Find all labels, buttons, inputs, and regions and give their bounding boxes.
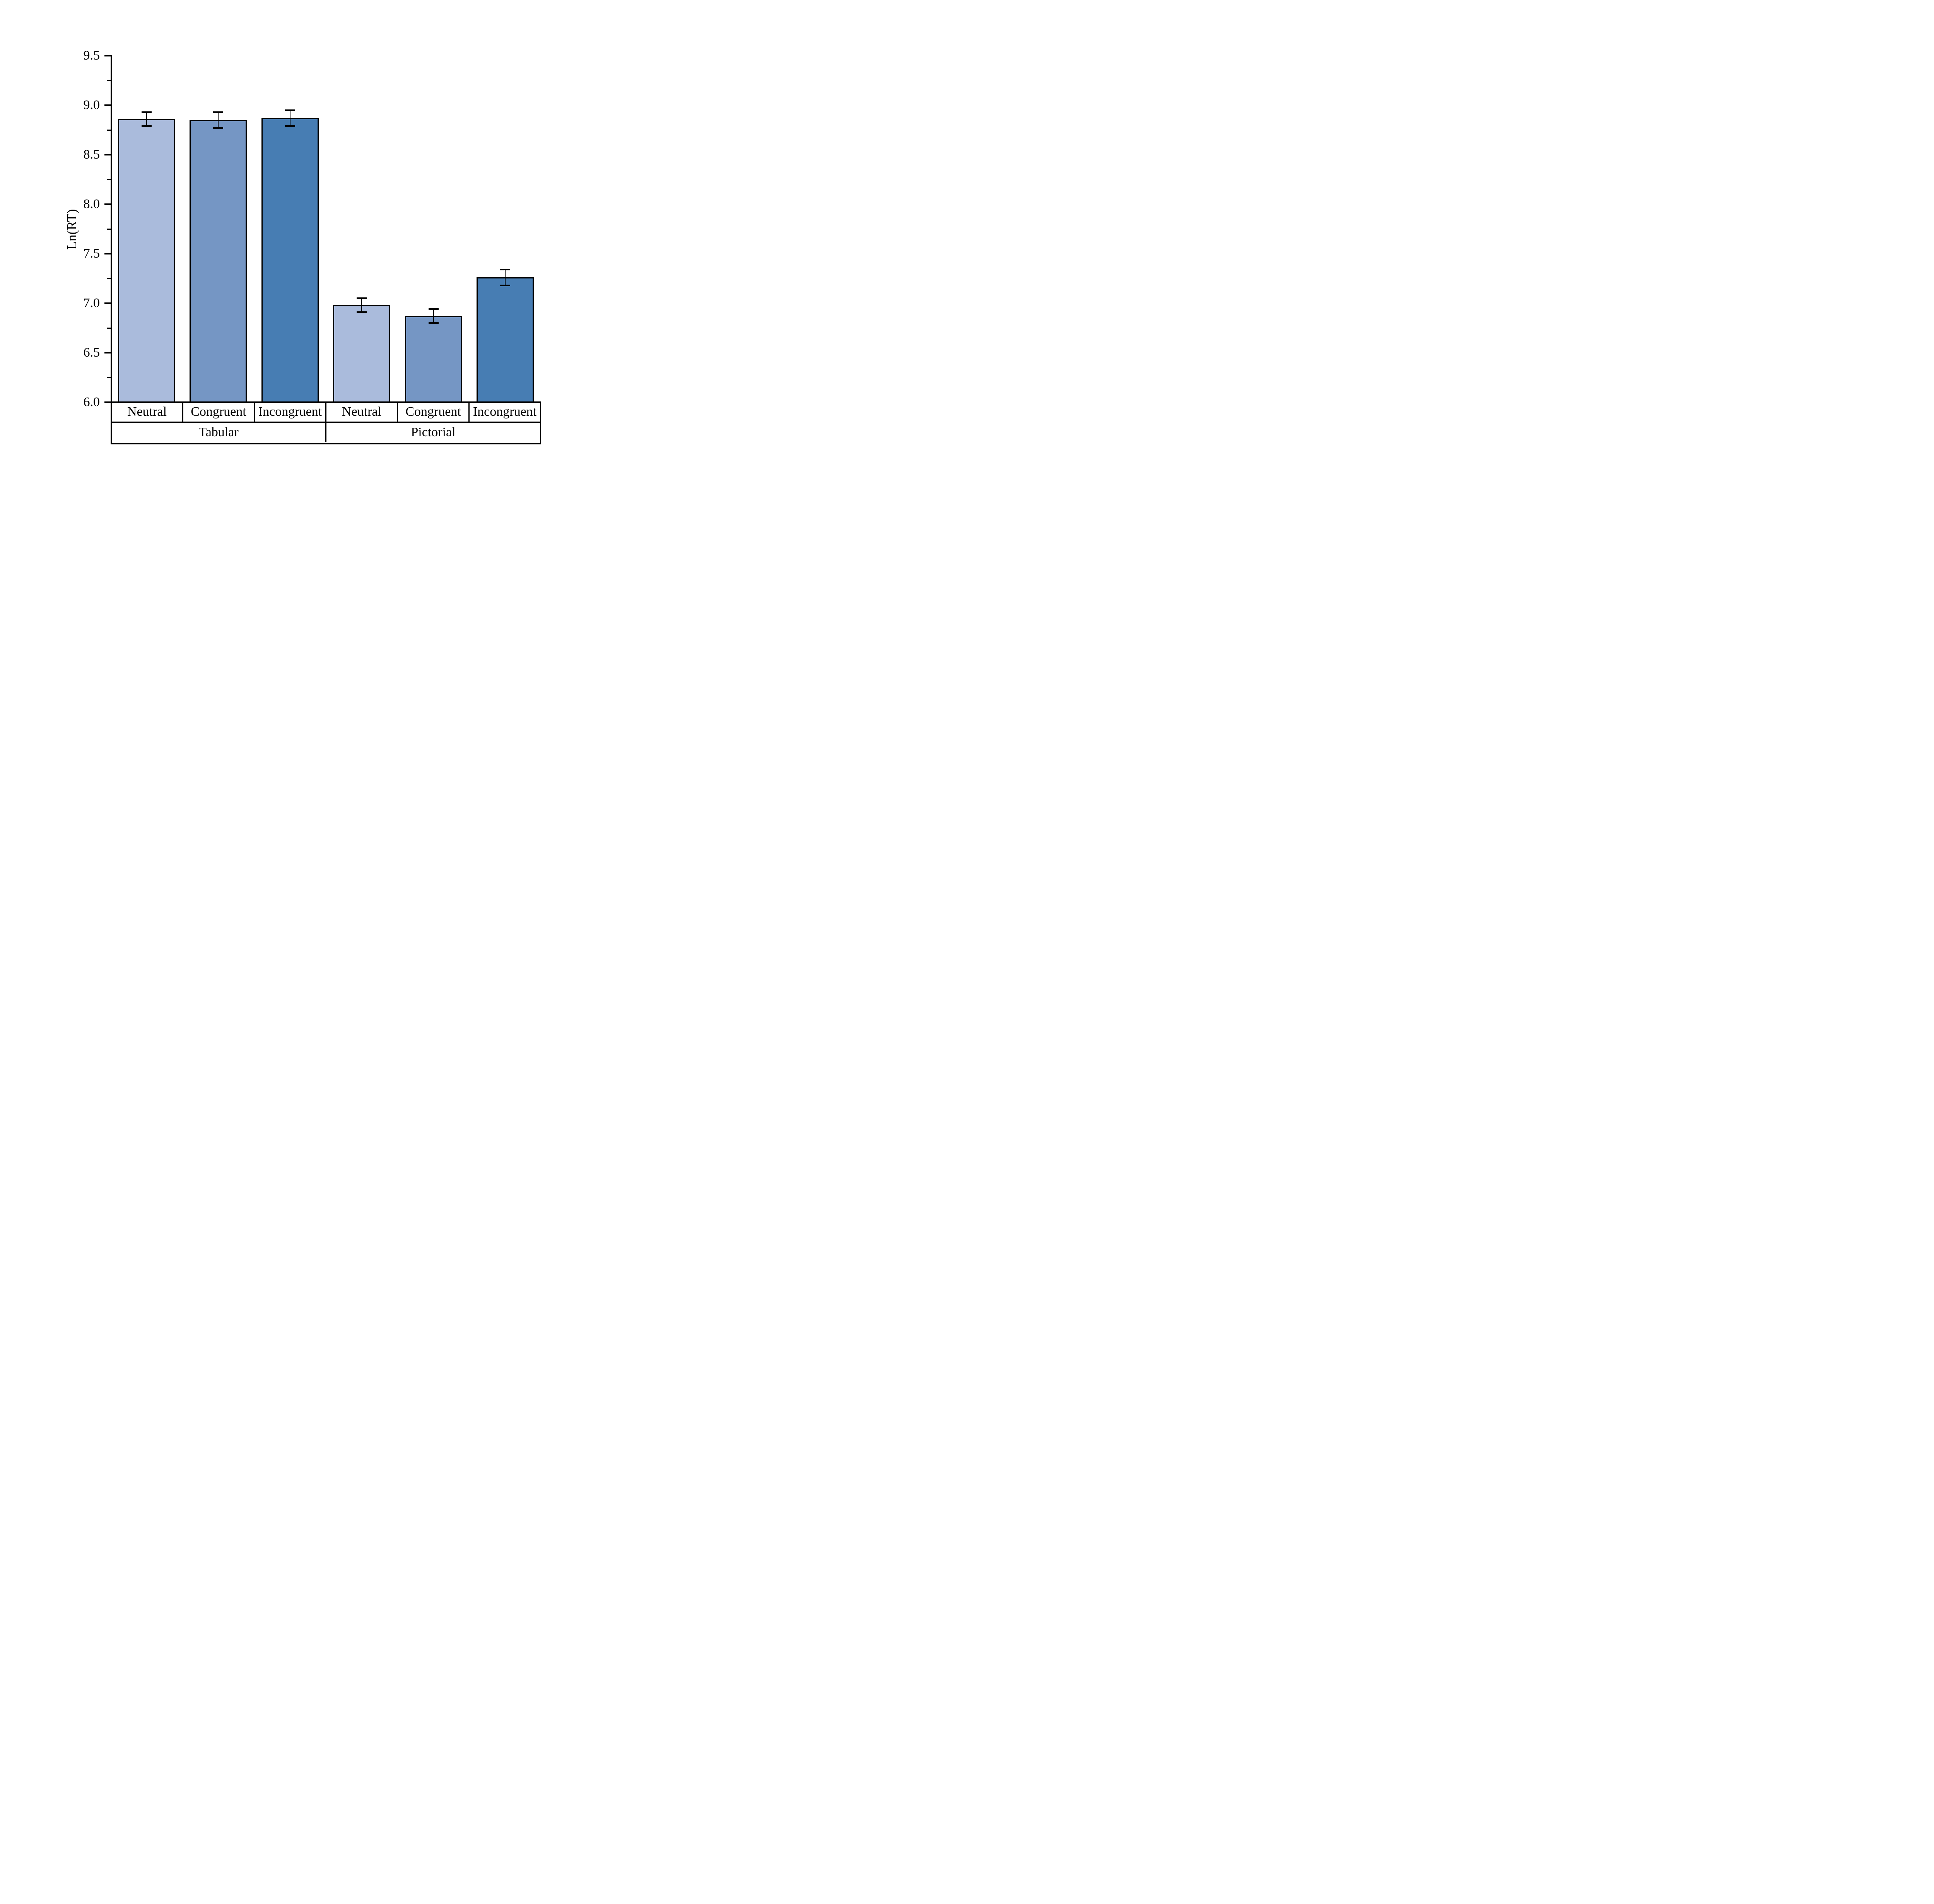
y-tick-label: 9.0 (83, 98, 100, 112)
group-cell-tabular: Tabular (112, 423, 326, 442)
condition-cell: Incongruent (255, 402, 326, 422)
x-axis-line (111, 401, 541, 403)
y-minor-tick (107, 278, 111, 279)
bar-pictorial-neutral (333, 305, 391, 402)
y-minor-tick (107, 228, 111, 230)
error-bar-line (505, 269, 506, 285)
y-major-tick (104, 104, 111, 106)
error-bar-cap (357, 297, 367, 299)
error-bar-line (361, 298, 362, 312)
error-bar-cap (500, 268, 511, 270)
error-bar-line (218, 112, 219, 128)
y-minor-tick (107, 179, 111, 180)
error-bar-cap (141, 125, 152, 127)
y-major-tick (104, 352, 111, 353)
error-bar-line (146, 112, 147, 126)
y-minor-tick (107, 129, 111, 131)
y-minor-tick (107, 377, 111, 378)
condition-cell: Congruent (398, 402, 470, 422)
y-tick-label: 8.0 (83, 197, 100, 211)
y-major-tick (104, 302, 111, 304)
error-bar-cap (213, 127, 224, 129)
error-bar-line (433, 309, 434, 323)
y-major-tick (104, 401, 111, 403)
error-bar-cap (428, 308, 439, 310)
error-bar-cap (357, 311, 367, 313)
group-cell-pictorial: Pictorial (411, 425, 456, 439)
y-major-tick (104, 203, 111, 205)
y-minor-tick (107, 80, 111, 81)
y-major-tick (104, 253, 111, 254)
bar-tabular-congruent (190, 120, 247, 402)
y-tick-label: 7.0 (83, 296, 100, 310)
y-major-tick (104, 154, 111, 155)
error-bar-cap (500, 284, 511, 286)
condition-cell: Neutral (326, 402, 398, 422)
y-tick-label: 6.0 (83, 395, 100, 409)
y-tick-label: 6.5 (83, 345, 100, 360)
y-axis-title: Ln(RT) (64, 209, 79, 250)
condition-cell: Neutral (112, 402, 183, 422)
y-axis-line (111, 55, 112, 402)
error-bar-cap (213, 111, 224, 113)
error-bar-cap (285, 109, 295, 111)
y-tick-label: 9.5 (83, 48, 100, 63)
bar-pictorial-incongruent (477, 277, 534, 402)
error-bar-cap (285, 125, 295, 127)
group-label-row: Tabular Pictorial (112, 423, 540, 442)
condition-cell: Congruent (183, 402, 255, 422)
condition-cell: Incongruent (473, 405, 537, 419)
axis-label-table: Neutral Congruent Incongruent Neutral Congru… (111, 402, 541, 444)
bar-chart-figure: Ln(RT) 6.0 6.5 7.0 7.5 8.0 8.5 9.0 9.5 Neutral C… (0, 0, 622, 476)
y-tick-label: 8.5 (83, 147, 100, 162)
y-tick-label: 7.5 (83, 246, 100, 261)
bar-tabular-neutral (118, 119, 175, 402)
y-major-tick (104, 55, 111, 56)
error-bar-cap (428, 322, 439, 324)
bar-pictorial-congruent (405, 316, 462, 402)
condition-label-row: Neutral Congruent Incongruent Neutral Congru… (112, 402, 540, 423)
y-minor-tick (107, 327, 111, 329)
error-bar-cap (141, 111, 152, 113)
bar-tabular-incongruent (261, 118, 319, 402)
